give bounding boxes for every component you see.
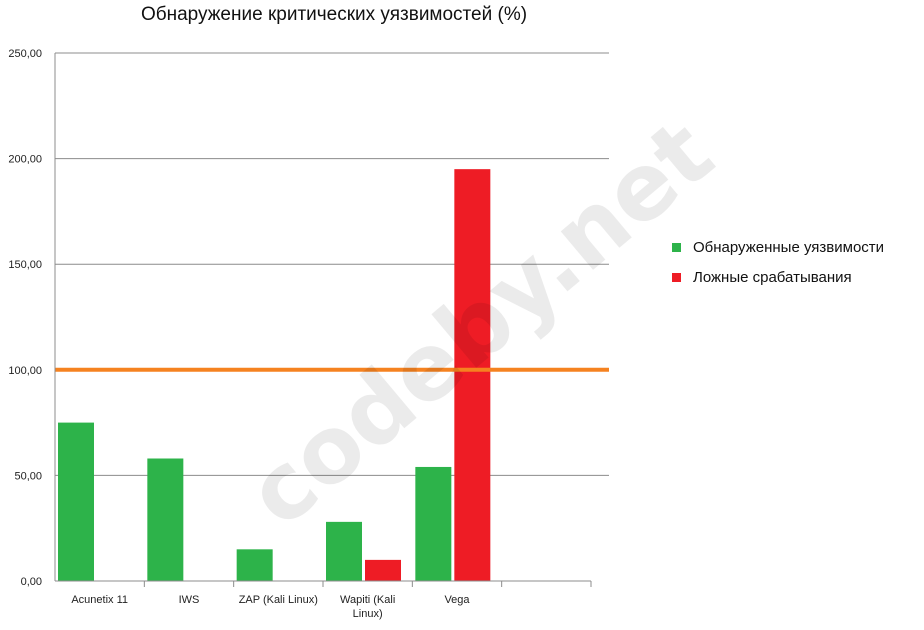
y-tick-label: 250,00 (8, 48, 42, 60)
legend-label-false-positives: Ложные срабатывания (693, 268, 852, 286)
x-category-label: Acunetix 11 (71, 594, 128, 606)
x-axis-categories: Acunetix 11 IWS ZAP (Kali Linux) Wapiti (Ka… (71, 594, 470, 620)
legend-label-detected: Обнаруженные уязвимости (693, 238, 885, 256)
bar (58, 422, 94, 581)
y-tick-label: 50,00 (14, 470, 42, 482)
legend: Обнаруженные уязвимости Ложные срабатыва… (672, 236, 884, 296)
x-category-label: ZAP (Kali Linux) (239, 594, 318, 606)
bar (415, 466, 452, 581)
y-tick-label: 200,00 (8, 154, 42, 166)
bar (236, 549, 273, 581)
bars (58, 169, 491, 581)
x-category-label: Vega (444, 594, 470, 606)
legend-item-false-positives: Ложные срабатывания (672, 266, 884, 288)
bar (454, 169, 491, 581)
axes (54, 53, 592, 587)
x-category-label: IWS (179, 594, 200, 606)
bar (147, 458, 184, 581)
y-tick-label: 150,00 (8, 259, 42, 271)
chart-title: Обнаружение критических уязвимостей (%) (140, 4, 528, 25)
legend-swatch-false-positives (672, 272, 681, 282)
x-category-label: Wapiti (Kali Linux) (340, 594, 395, 620)
bar (326, 521, 362, 581)
legend-swatch-detected (672, 242, 681, 252)
y-tick-label: 100,00 (8, 365, 42, 377)
bar (365, 559, 401, 581)
y-axis-ticks: 0,00 50,00 100,00 150,00 200,00 250,00 (8, 48, 42, 588)
gridlines (55, 52, 609, 476)
y-tick-label: 0,00 (21, 576, 42, 588)
legend-item-detected: Обнаруженные уязвимости (672, 236, 884, 258)
